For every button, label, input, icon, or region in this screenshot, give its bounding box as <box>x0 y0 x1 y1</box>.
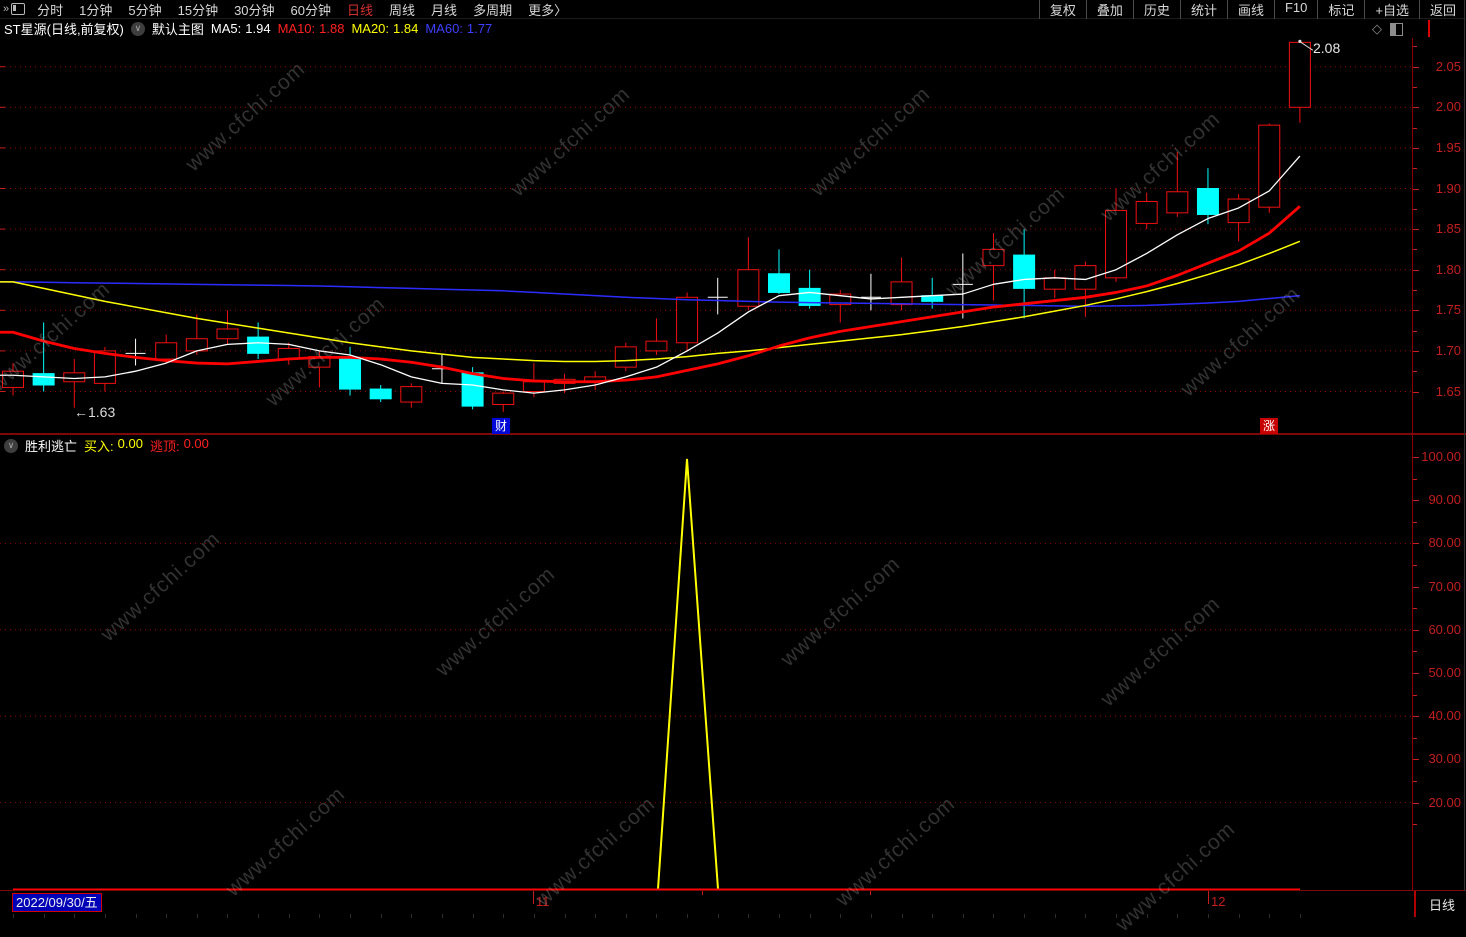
ma60-legend: MA60: 1.77 <box>425 21 493 36</box>
tab-multi-period[interactable]: 多周期 <box>473 2 513 18</box>
low-price-annotation: ←1.63 <box>74 404 116 420</box>
grid <box>0 66 1411 392</box>
sub-chart-collapse-icon[interactable]: ∨ <box>4 438 18 453</box>
menu-statistics[interactable]: 统计 <box>1179 0 1227 19</box>
finance-report-marker[interactable]: 财 <box>492 418 510 434</box>
main-chart-collapse-icon[interactable]: ∨ <box>130 21 145 36</box>
tab-60min[interactable]: 60分钟 <box>290 2 332 18</box>
menu-history[interactable]: 历史 <box>1132 0 1180 19</box>
tab-weekly[interactable]: 周线 <box>389 2 416 18</box>
menu-f10[interactable]: F10 <box>1273 0 1317 19</box>
tab-1min[interactable]: 1分钟 <box>79 2 113 18</box>
menu-mark[interactable]: 标记 <box>1317 0 1364 19</box>
ma20-line <box>0 240 1301 363</box>
price-axis-label: 1.85 <box>1435 221 1461 237</box>
buy-signal-spike <box>657 458 719 890</box>
sell-value-label: 逃顶: 0.00 <box>149 436 209 454</box>
menu-back[interactable]: 返回 <box>1418 0 1466 19</box>
price-axis-label: 1.90 <box>1435 180 1461 196</box>
indicator-header: ∨ 胜利逃亡 买入: 0.00 逃顶: 0.00 <box>4 436 216 455</box>
candlestick-chart[interactable] <box>0 38 1413 434</box>
menu-overlay[interactable]: 叠加 <box>1085 0 1133 19</box>
ma5-line <box>0 155 1301 394</box>
ma20-legend: MA20: 1.84 <box>351 21 419 36</box>
status-bar: 2022/09/30/五 11 12 日线 <box>0 891 1466 918</box>
menu-add-watchlist[interactable]: +自选 <box>1364 0 1419 19</box>
axis-cursor-line <box>1428 20 1430 37</box>
date-box[interactable]: 2022/09/30/五 <box>12 893 102 912</box>
indicator-axis-label: 60.00 <box>1428 621 1461 637</box>
candles <box>2 41 1311 412</box>
tab-fenshi[interactable]: 分时 <box>37 2 64 18</box>
indicator-axis-label: 50.00 <box>1428 665 1461 680</box>
panel-divider[interactable] <box>0 433 1466 435</box>
price-axis-label: 2.05 <box>1435 58 1461 74</box>
tab-monthly[interactable]: 月线 <box>431 2 458 18</box>
tab-30min[interactable]: 30分钟 <box>234 2 275 18</box>
price-axis-label: 1.70 <box>1435 342 1461 358</box>
ma10-line <box>0 205 1301 384</box>
indicator-axis-label: 90.00 <box>1428 492 1461 508</box>
diamond-icon[interactable]: ◇ <box>1372 21 1382 36</box>
indicator-axis-label: 80.00 <box>1428 535 1461 551</box>
main-chart-style-label[interactable]: 默认主图 <box>151 22 204 37</box>
indicator-name: 胜利逃亡 <box>25 439 78 454</box>
tab-5min[interactable]: 5分钟 <box>128 2 162 18</box>
month-label: 12 <box>1211 894 1226 909</box>
toolbar: » 分时 1分钟 5分钟 15分钟 30分钟 60分钟 日线 周线 月线 多周期… <box>0 0 1466 19</box>
ma5-legend: MA5: 1.94 <box>210 21 271 36</box>
period-indicator[interactable]: 日线 <box>1414 891 1466 917</box>
price-axis-border <box>1412 38 1413 891</box>
ma10-legend: MA10: 1.88 <box>277 21 345 36</box>
layout-toggle-icon[interactable]: » <box>3 3 26 15</box>
menu-draw-line[interactable]: 画线 <box>1226 0 1274 19</box>
window-right-edge <box>1464 0 1465 918</box>
indicator-axis-label: 20.00 <box>1428 794 1461 810</box>
indicator-chart[interactable] <box>0 434 1413 891</box>
high-price-annotation: 2.08 <box>1313 40 1341 56</box>
buy-value-label: 买入: 0.00 <box>84 436 143 454</box>
rise-event-marker[interactable]: 涨 <box>1260 418 1278 434</box>
indicator-axis-label: 100.00 <box>1421 449 1461 464</box>
tab-15min[interactable]: 15分钟 <box>177 2 219 18</box>
panel-toggle-icon[interactable] <box>1390 22 1403 36</box>
month-label: 11 <box>536 894 550 909</box>
price-axis-label: 1.75 <box>1435 302 1461 318</box>
tab-more[interactable]: 更多〉 <box>528 2 568 18</box>
indicator-grid <box>0 542 1411 804</box>
price-axis-label: 1.65 <box>1435 383 1461 399</box>
chart-corner-icons: ◇ <box>1372 21 1403 37</box>
indicator-axis-label: 30.00 <box>1428 751 1461 767</box>
stock-title: ST星源(日线,前复权) <box>4 22 124 37</box>
panel-bottom-border <box>0 890 1466 891</box>
indicator-axis-label: 70.00 <box>1428 578 1461 594</box>
menu-adjust-price[interactable]: 复权 <box>1038 0 1086 19</box>
price-axis-label: 1.95 <box>1435 139 1461 155</box>
info-bar: ST星源(日线,前复权) ∨ 默认主图 MA5: 1.94 MA10: 1.88 M… <box>4 19 499 38</box>
indicator-axis-label: 40.00 <box>1428 708 1461 724</box>
price-axis-label: 2.00 <box>1435 99 1461 115</box>
toolbar-right-menu: 复权 叠加 历史 统计 画线 F10 标记 +自选 返回 <box>1038 0 1466 19</box>
price-axis-label: 1.80 <box>1435 261 1461 277</box>
tab-daily[interactable]: 日线 <box>347 2 374 18</box>
